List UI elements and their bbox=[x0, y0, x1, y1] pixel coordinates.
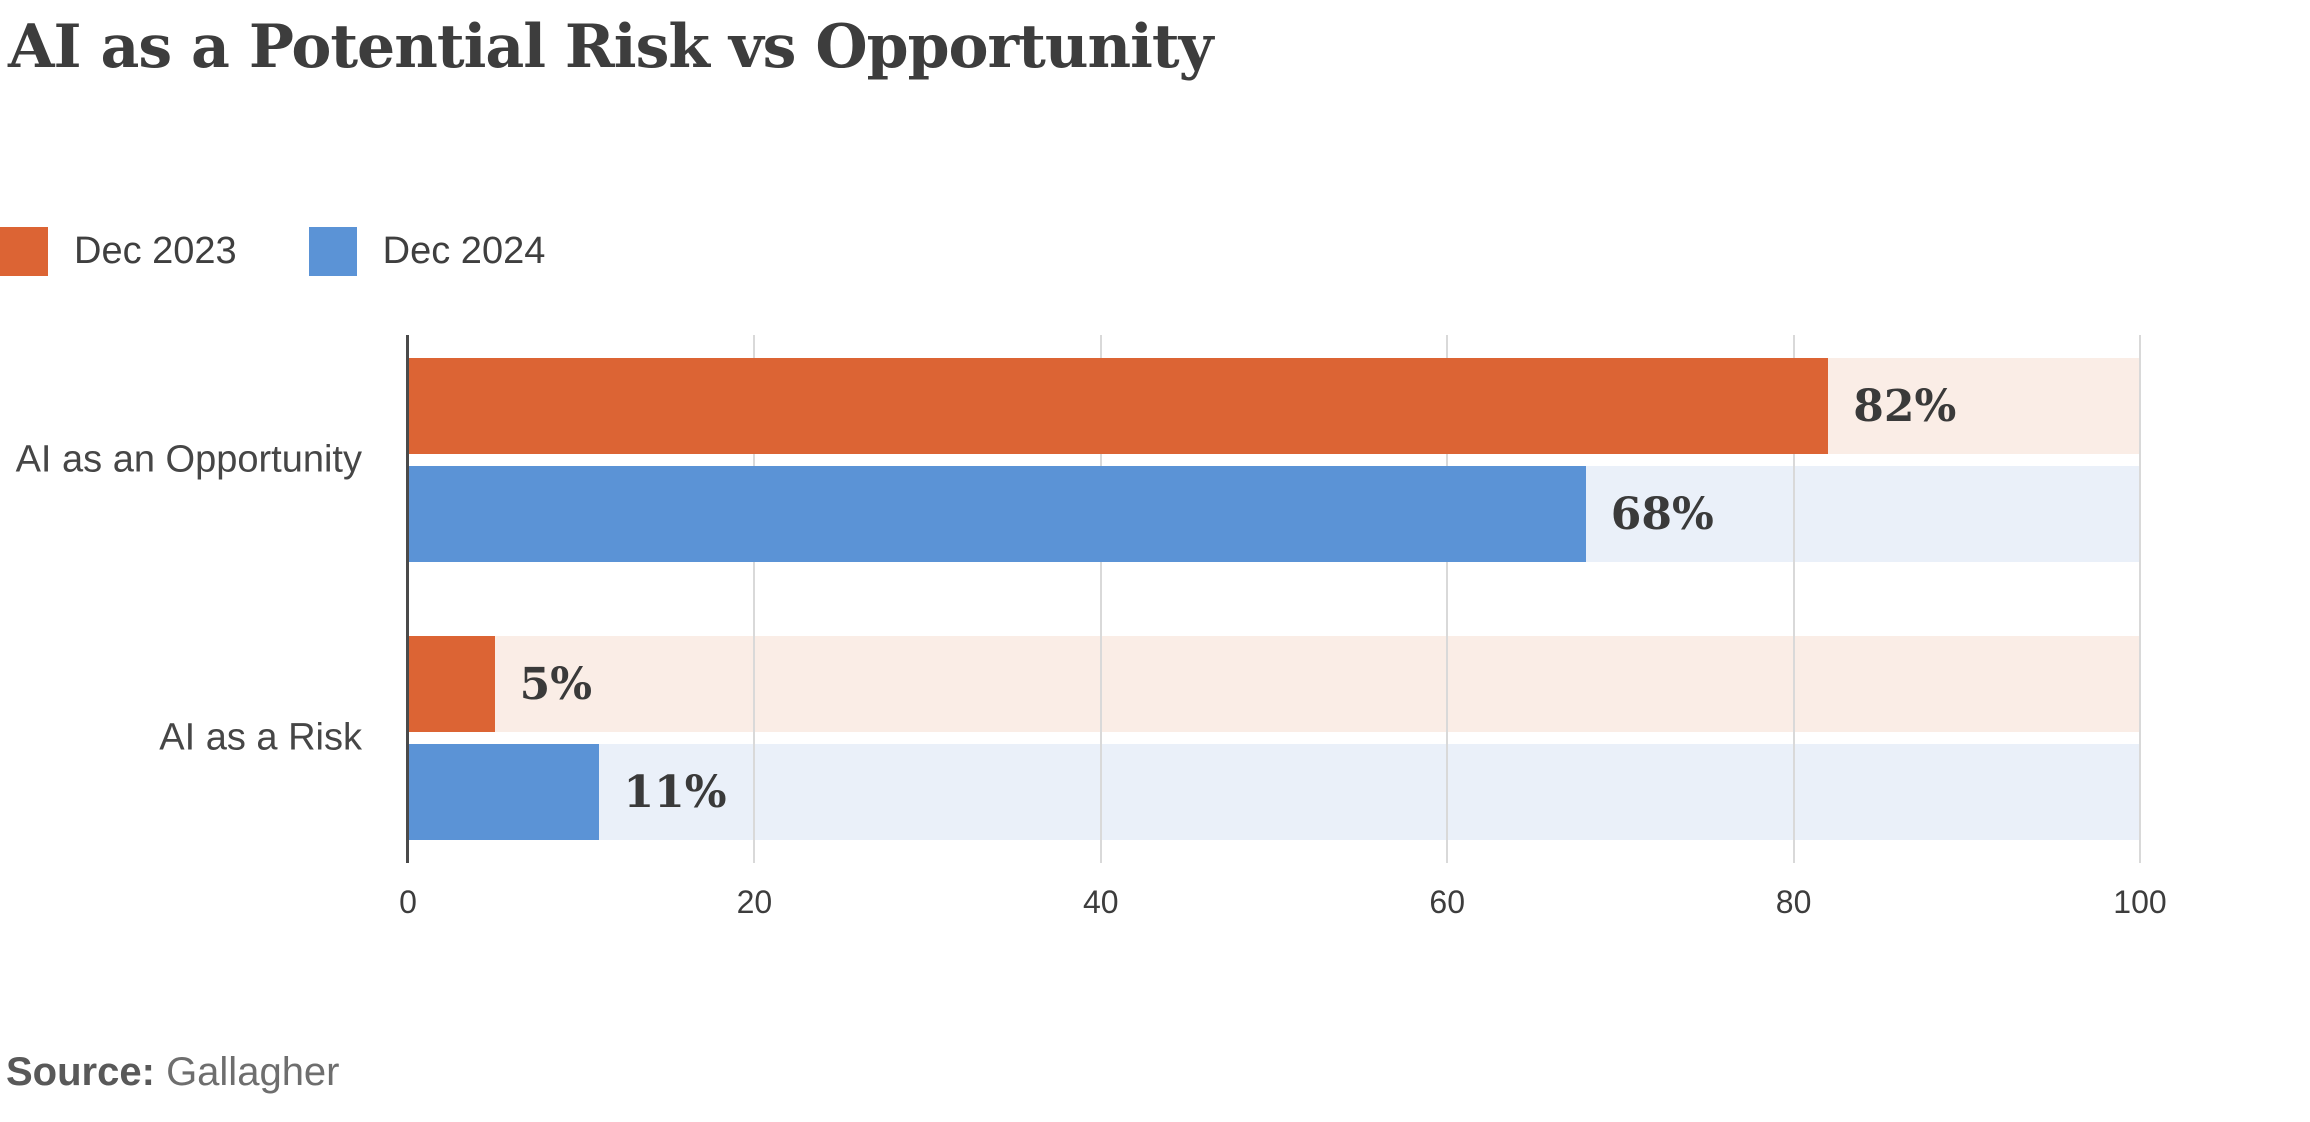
legend-label-dec-2024: Dec 2024 bbox=[382, 230, 546, 272]
gridline-20 bbox=[753, 335, 756, 863]
x-tick-label-0: 0 bbox=[399, 884, 417, 920]
x-tick-label-100: 100 bbox=[2113, 884, 2167, 920]
value-label-ai-as-an-opportunity-dec-2024: 68% bbox=[1610, 488, 1714, 540]
bar-ai-as-an-opportunity-dec-2023 bbox=[408, 358, 1829, 454]
x-tick-label-80: 80 bbox=[1775, 884, 1812, 920]
legend-swatch-dec-2023 bbox=[0, 227, 48, 276]
legend-swatch-dec-2024 bbox=[308, 227, 357, 276]
x-tick-label-20: 20 bbox=[736, 884, 773, 920]
gridline-40 bbox=[1099, 335, 1102, 863]
x-tick-label-60: 60 bbox=[1429, 884, 1465, 920]
source-text: Gallagher bbox=[166, 1050, 340, 1094]
gridline-60 bbox=[1446, 335, 1449, 863]
bar-ai-as-a-risk-dec-2024 bbox=[408, 744, 599, 840]
y-axis-line bbox=[406, 335, 409, 863]
plot-area: 82% 68% 5% 11% bbox=[406, 335, 2141, 863]
value-label-ai-as-an-opportunity-dec-2023: 82% bbox=[1853, 380, 1957, 432]
chart-title: AI as a Potential Risk vs Opportunity bbox=[8, 12, 1213, 82]
legend-label-dec-2023: Dec 2023 bbox=[74, 230, 237, 272]
category-label-opportunity: AI as an Opportunity bbox=[15, 438, 362, 481]
legend: Dec 2023 Dec 2024 bbox=[0, 227, 545, 276]
track-ai-as-a-risk-dec-2023 bbox=[408, 636, 2140, 732]
gridline-80 bbox=[1792, 335, 1795, 863]
bar-ai-as-an-opportunity-dec-2024 bbox=[408, 466, 1586, 562]
gridline-100 bbox=[2139, 335, 2141, 863]
legend-item-dec-2023: Dec 2023 bbox=[0, 227, 237, 276]
x-tick-label-40: 40 bbox=[1083, 884, 1119, 920]
track-ai-as-a-risk-dec-2024 bbox=[408, 744, 2140, 840]
bar-ai-as-a-risk-dec-2023 bbox=[408, 636, 495, 732]
source-line: Source: Gallagher bbox=[6, 1050, 340, 1095]
value-label-ai-as-a-risk-dec-2024: 11% bbox=[623, 766, 727, 818]
source-prefix: Source: bbox=[6, 1050, 155, 1094]
legend-item-dec-2024: Dec 2024 bbox=[308, 227, 546, 276]
category-label-risk: AI as a Risk bbox=[159, 716, 362, 759]
x-axis-tick-labels: 0 20 40 60 80 100 bbox=[399, 884, 2167, 924]
value-label-ai-as-a-risk-dec-2023: 5% bbox=[519, 658, 593, 710]
